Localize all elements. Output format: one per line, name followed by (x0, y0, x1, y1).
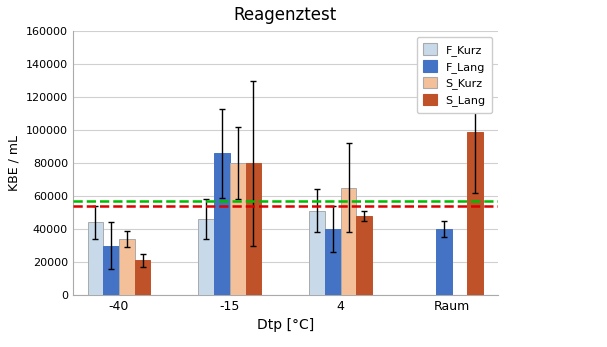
Bar (246, 163, 261, 295)
Bar (436, 229, 452, 295)
Title: Reagenztest: Reagenztest (234, 6, 337, 24)
Bar (214, 153, 230, 295)
Bar (230, 163, 246, 295)
Bar (135, 260, 151, 295)
Bar (467, 132, 483, 295)
Bar (341, 188, 356, 295)
Bar (356, 216, 372, 295)
Bar (325, 229, 341, 295)
Bar (198, 219, 214, 295)
Y-axis label: KBE / mL: KBE / mL (7, 135, 20, 191)
Bar (103, 246, 119, 295)
X-axis label: Dtp [°C]: Dtp [°C] (257, 318, 314, 332)
Bar (310, 211, 325, 295)
Legend: F_Kurz, F_Lang, S_Kurz, S_Lang: F_Kurz, F_Lang, S_Kurz, S_Lang (416, 37, 492, 113)
Bar (119, 239, 135, 295)
Bar (87, 222, 103, 295)
